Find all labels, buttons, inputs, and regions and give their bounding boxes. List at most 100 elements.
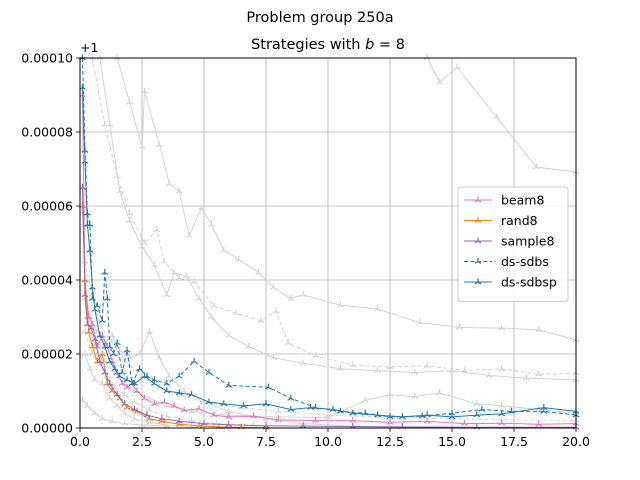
series-ds-sdbsp-marker xyxy=(81,157,89,164)
x-tick-label: 5.0 xyxy=(194,434,214,449)
series-ds-sdbs-marker xyxy=(98,317,106,324)
background-series-3-marker xyxy=(272,307,280,314)
series-sample8-marker xyxy=(106,379,114,386)
background-series-2-marker xyxy=(150,261,158,268)
background-series-1-marker xyxy=(235,255,243,262)
legend-entry-ds-sdbs: ds-sdbs xyxy=(464,254,549,269)
series-beam8-marker xyxy=(141,394,148,401)
background-series-1-marker xyxy=(535,326,543,333)
series-ds-sdbsp-marker xyxy=(123,376,131,383)
series-sample8-marker xyxy=(200,420,208,426)
background-series-2-marker xyxy=(374,367,381,373)
background-series-1-marker xyxy=(455,323,463,330)
series-ds-sdbs-marker xyxy=(478,405,486,412)
series-sample8-marker xyxy=(158,415,166,422)
series-sample8-marker xyxy=(121,400,129,407)
series-ds-sdbsp-marker xyxy=(498,410,505,417)
series xyxy=(79,54,580,430)
series-ds-sdbs-marker xyxy=(225,381,233,388)
background-series-3-line xyxy=(91,57,577,375)
background-series-7-marker xyxy=(106,394,114,401)
y-axis: 0.00000 0.00002 0.00004 0.00006 0.00008 0.000… xyxy=(21,51,80,436)
background-series-9-marker xyxy=(98,415,106,422)
background-series-2-marker xyxy=(225,331,233,338)
background-series-3-marker xyxy=(175,274,183,281)
series-ds-sdbsp-marker xyxy=(106,357,114,364)
x-tick-label: 12.5 xyxy=(376,434,404,449)
background-series-1-marker xyxy=(374,305,382,312)
background-series-8-marker xyxy=(121,391,129,398)
series-sample8-marker xyxy=(262,422,270,429)
background-series-3-marker xyxy=(284,339,292,346)
background-series-1-marker xyxy=(255,268,262,275)
y-offset-text: +1 xyxy=(80,40,98,55)
series-ds-sdbs-marker xyxy=(101,269,109,275)
series-beam8-marker xyxy=(118,379,126,386)
background-series-1-marker xyxy=(287,294,295,301)
y-tick-label: 0.00008 xyxy=(21,125,73,140)
background-series-0-marker xyxy=(453,63,461,70)
series-ds-sdbsp-marker xyxy=(86,246,94,253)
legend-label: ds-sdbsp xyxy=(501,275,557,290)
x-tick-label: 17.5 xyxy=(500,434,528,449)
series-ds-sdbsp-marker xyxy=(349,409,357,416)
series-beam8-marker xyxy=(386,418,394,425)
background-series-6-marker xyxy=(155,354,163,361)
series-beam8-marker xyxy=(460,420,468,426)
series-beam8-marker xyxy=(180,406,188,413)
background-series-4-marker xyxy=(436,389,444,396)
y-tick-label: 0.00006 xyxy=(21,199,73,214)
series-ds-sdbs-marker xyxy=(103,294,111,301)
series-ds-sdbsp-marker xyxy=(175,389,183,396)
series-ds-sdbsp-marker xyxy=(540,403,548,410)
series-ds-sdbsp-marker xyxy=(91,305,99,312)
background-series-1-marker xyxy=(141,87,148,94)
series-ds-sdbs-marker xyxy=(540,407,548,414)
series-ds-sdbsp-marker xyxy=(220,400,228,407)
y-tick-label: 0.00010 xyxy=(21,51,73,66)
series-beam8-marker xyxy=(274,416,282,423)
background-series-0-marker xyxy=(436,78,444,85)
series-ds-sdbs-marker xyxy=(190,357,198,364)
series-beam8-marker xyxy=(133,387,141,394)
background-series-7-marker xyxy=(113,402,121,409)
background-series-2-marker xyxy=(245,342,253,349)
series-ds-sdbs-marker xyxy=(265,383,272,390)
series-sample8-line xyxy=(82,187,576,428)
y-tick-label: 0.00002 xyxy=(21,347,73,362)
axes-title-prefix: Strategies with xyxy=(251,37,365,53)
series-rand8-marker xyxy=(88,343,96,349)
series-ds-sdbsp-marker xyxy=(262,400,270,407)
series-ds-sdbsp-marker xyxy=(448,413,456,420)
series-beam8-marker xyxy=(160,398,168,405)
legend-box xyxy=(457,186,569,302)
series-ds-sdbs-marker xyxy=(163,380,171,386)
background-series-4-marker xyxy=(473,400,481,407)
series-ds-sdbsp-marker xyxy=(116,372,124,379)
series-sample8-marker xyxy=(87,324,95,331)
series-ds-sdbs-marker xyxy=(287,394,295,401)
series-beam8-marker xyxy=(423,417,431,424)
background-series-0-marker xyxy=(532,163,540,170)
background-series-3-marker xyxy=(535,370,543,377)
background-series-1-marker xyxy=(138,143,146,150)
background-series-3-marker xyxy=(423,362,431,369)
background-series-3-marker xyxy=(153,226,161,233)
background-series-1-marker xyxy=(126,98,134,105)
legend-entry-beam8: beam8 xyxy=(464,193,544,208)
series-ds-sdbsp-marker xyxy=(205,398,213,405)
background-series-2-marker xyxy=(126,217,134,224)
series-beam8-marker xyxy=(210,411,218,418)
background-series-1-marker xyxy=(165,180,173,187)
series-beam8-marker xyxy=(123,383,131,390)
background-series-9-marker xyxy=(138,421,146,428)
series-sample8-marker xyxy=(113,391,121,398)
series-ds-sdbs-marker xyxy=(110,350,117,357)
series-ds-sdbs-marker xyxy=(123,346,131,353)
series-sample8-marker xyxy=(96,357,104,364)
series-ds-sdbsp-marker xyxy=(163,387,171,394)
background-series-5-marker xyxy=(274,407,282,414)
background-series-3-marker xyxy=(386,363,394,370)
background-series-3-marker xyxy=(232,309,240,316)
series-ds-sdbsp-marker xyxy=(96,331,104,338)
